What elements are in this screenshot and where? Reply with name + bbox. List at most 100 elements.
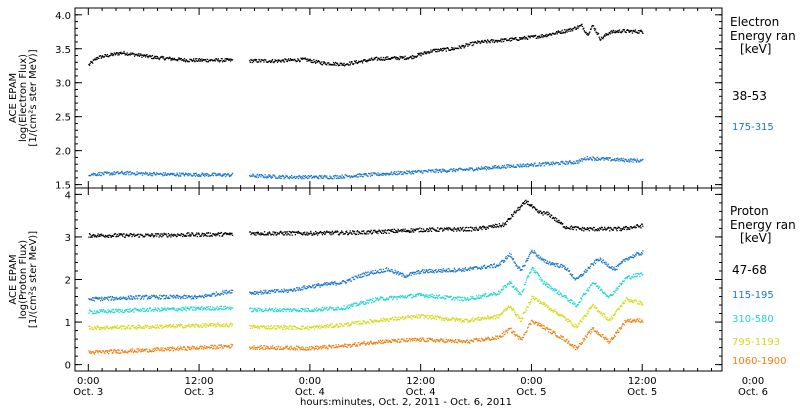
data-point xyxy=(345,174,347,176)
data-point xyxy=(548,284,550,286)
data-point xyxy=(487,39,489,41)
data-point xyxy=(299,289,301,291)
data-point xyxy=(620,263,622,265)
data-point xyxy=(545,212,547,214)
data-point xyxy=(156,172,158,174)
data-point xyxy=(402,296,404,299)
data-point xyxy=(386,299,388,301)
data-point xyxy=(451,48,454,51)
data-point xyxy=(190,326,192,328)
data-point xyxy=(587,158,589,160)
data-point xyxy=(303,58,305,60)
data-point xyxy=(368,230,370,232)
data-point xyxy=(209,232,211,234)
data-point xyxy=(379,59,381,61)
data-point xyxy=(597,258,599,260)
data-point xyxy=(310,232,312,234)
y-tick-label: 2.0 xyxy=(55,147,71,158)
data-point xyxy=(130,310,132,312)
data-point xyxy=(629,30,631,32)
data-point xyxy=(165,324,167,326)
data-point xyxy=(95,310,97,312)
data-point xyxy=(587,228,589,230)
data-point xyxy=(509,281,511,283)
data-point xyxy=(268,307,271,309)
data-point xyxy=(594,262,597,265)
data-point xyxy=(292,59,295,61)
data-point xyxy=(580,228,582,230)
data-point xyxy=(421,294,423,296)
data-point xyxy=(409,55,412,58)
data-point xyxy=(95,312,97,315)
data-point xyxy=(329,177,332,179)
data-point xyxy=(321,234,324,236)
data-point xyxy=(174,174,176,176)
data-point xyxy=(397,272,399,274)
data-point xyxy=(340,232,342,234)
data-point xyxy=(209,323,211,325)
data-point xyxy=(307,60,309,62)
data-point xyxy=(398,295,401,297)
data-point xyxy=(599,159,601,161)
data-point xyxy=(281,59,284,62)
data-point xyxy=(91,299,93,301)
data-point xyxy=(621,228,624,231)
data-point xyxy=(517,290,520,292)
data-point xyxy=(502,38,504,40)
data-point xyxy=(275,309,277,312)
data-point xyxy=(390,230,392,232)
data-point xyxy=(200,307,202,309)
data-point xyxy=(586,32,589,35)
data-point xyxy=(284,58,286,60)
data-point xyxy=(467,45,469,47)
data-point xyxy=(311,309,313,311)
data-point xyxy=(189,296,191,298)
data-point xyxy=(115,53,117,55)
data-point xyxy=(340,176,342,178)
data-point xyxy=(139,233,141,236)
data-point xyxy=(230,292,232,294)
data-point xyxy=(255,291,257,293)
data-point xyxy=(138,53,140,55)
data-point xyxy=(356,176,358,178)
data-point xyxy=(631,227,633,229)
data-point xyxy=(439,170,441,172)
data-point xyxy=(312,285,314,287)
data-point xyxy=(196,60,198,62)
data-point xyxy=(223,306,225,308)
data-point xyxy=(292,177,294,179)
data-point xyxy=(119,297,121,299)
data-point xyxy=(183,175,186,177)
data-point xyxy=(346,231,348,234)
data-point xyxy=(503,164,505,166)
data-point xyxy=(125,296,127,299)
data-point xyxy=(393,231,395,233)
data-point xyxy=(204,323,207,325)
data-point xyxy=(154,235,156,237)
data-point xyxy=(361,173,363,175)
data-point xyxy=(380,56,382,59)
data-point xyxy=(554,263,556,265)
data-point xyxy=(430,295,433,297)
data-point xyxy=(435,48,438,50)
data-point xyxy=(580,297,582,299)
data-point xyxy=(407,58,409,60)
data-point xyxy=(147,174,149,176)
data-point xyxy=(408,274,410,276)
data-point xyxy=(284,290,286,292)
data-point xyxy=(97,174,99,177)
data-point xyxy=(147,56,149,59)
data-point xyxy=(546,214,548,216)
data-point xyxy=(516,164,518,166)
data-point xyxy=(188,232,190,234)
data-point xyxy=(178,324,180,326)
data-point xyxy=(384,59,386,61)
data-point xyxy=(334,230,337,232)
data-point xyxy=(434,48,436,50)
data-point xyxy=(186,307,188,309)
data-point xyxy=(608,296,610,298)
data-point xyxy=(543,280,545,283)
data-point xyxy=(319,62,321,64)
data-point xyxy=(421,172,423,174)
data-point xyxy=(398,172,401,174)
